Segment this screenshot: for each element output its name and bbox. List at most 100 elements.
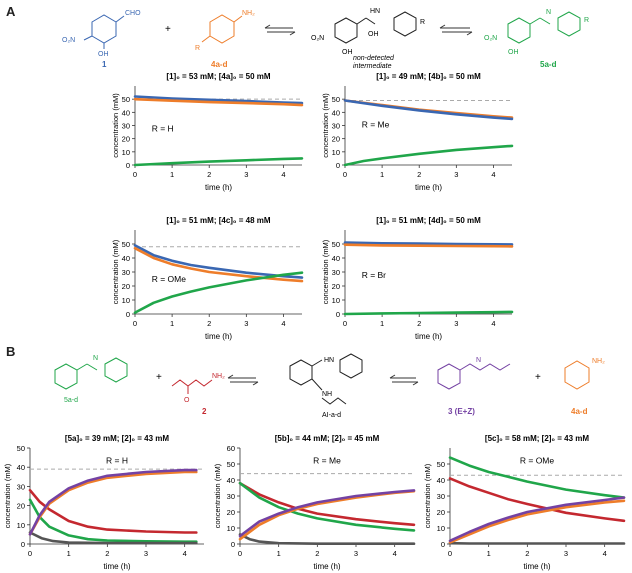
chart-header: [1]₀ = 51 mM; [4c]₀ = 48 mM xyxy=(166,216,270,225)
n-hydrazone-label: N xyxy=(476,357,481,364)
y-tick-label: 20 xyxy=(122,282,130,291)
y-tick-label: 20 xyxy=(332,135,340,144)
y-tick-label: 30 xyxy=(122,122,130,131)
equilibrium-arrow-4 xyxy=(389,374,419,386)
y-tick-label: 50 xyxy=(122,95,130,104)
aldehyde-structure-icon xyxy=(83,14,125,49)
x-tick-label: 2 xyxy=(525,549,529,558)
y-tick-label: 30 xyxy=(122,268,130,277)
x-tick-label: 4 xyxy=(281,319,285,328)
grey-series-line xyxy=(28,531,198,545)
y-tick-label: 40 xyxy=(332,108,340,117)
green-series-line xyxy=(238,481,416,532)
y-axis-label: concentration (mM) xyxy=(321,93,330,158)
ho-imine-label: OH xyxy=(508,49,519,56)
x-tick-label: 4 xyxy=(393,549,397,558)
orange-series-line xyxy=(448,499,626,544)
y-tick-label: 10 xyxy=(332,296,340,305)
x-tick-label: 3 xyxy=(244,170,248,179)
no2-label: O₂N xyxy=(62,37,75,44)
x-tick-label: 2 xyxy=(207,170,211,179)
x-tick-label: 1 xyxy=(170,170,174,179)
x-tick-label: 3 xyxy=(144,549,148,558)
blue-series-line xyxy=(133,95,304,105)
y-tick-label: 20 xyxy=(437,508,445,517)
x-axis-label: time (h) xyxy=(415,183,442,192)
x-axis-label: time (h) xyxy=(205,332,232,341)
green-series-line xyxy=(133,271,304,314)
x-tick-label: 0 xyxy=(28,549,32,558)
nh2-hydrazide-label: NH₂ xyxy=(212,373,225,380)
green-series-line xyxy=(448,456,626,499)
y-axis-label: concentration (mM) xyxy=(111,93,120,158)
x-tick-label: 2 xyxy=(417,170,421,179)
compound-1-label: 1 xyxy=(102,60,107,69)
panel-letter-b: B xyxy=(6,344,16,359)
y-axis-label: concentration (mM) xyxy=(213,463,222,528)
aminal-structure-icon xyxy=(289,353,363,405)
r-intermediate-label: R xyxy=(420,19,425,26)
x-tick-label: 4 xyxy=(491,319,495,328)
chart-annotation: R = Me xyxy=(362,120,390,130)
grey-series-line xyxy=(238,533,416,545)
compound-3-label: 3 (E+Z) xyxy=(448,407,475,416)
y-tick-label: 50 xyxy=(437,460,445,469)
x-tick-label: 4 xyxy=(281,170,285,179)
x-axis-label: time (h) xyxy=(313,562,340,571)
y-tick-label: 40 xyxy=(122,254,130,263)
y-tick-label: 0 xyxy=(441,540,445,549)
purple-series-line xyxy=(238,489,416,538)
y-tick-label: 50 xyxy=(332,95,340,104)
x-tick-label: 0 xyxy=(448,549,452,558)
y-tick-label: 50 xyxy=(227,460,235,469)
chart-a-r-br: [1]₀ = 51 mM; [4d]₀ = 50 mM 0 10 20 30 40 50 0 1… xyxy=(321,216,514,341)
nh2-aniline-b-label: NH₂ xyxy=(592,358,605,365)
orange-series-line xyxy=(133,97,304,107)
x-tick-label: 2 xyxy=(207,319,211,328)
chart-annotation: R = H xyxy=(106,456,128,466)
chart-annotation: R = Br xyxy=(362,270,386,280)
x-tick-label: 2 xyxy=(417,319,421,328)
green-series-line xyxy=(28,498,198,543)
chart-header: [5b]₀ = 44 mM; [2]₀ = 45 mM xyxy=(275,434,380,443)
non-detected-label: non-detected xyxy=(353,55,395,62)
x-tick-label: 1 xyxy=(170,319,174,328)
x-tick-label: 0 xyxy=(133,319,137,328)
y-tick-label: 20 xyxy=(332,282,340,291)
chart-b-r-h: [5a]₀ = 39 mM; [2]₀ = 43 mM 0 10 20 30 40 50 0 1… xyxy=(3,434,204,571)
n-imine-b-label: N xyxy=(93,355,98,362)
purple-series-line xyxy=(28,468,198,536)
y-tick-label: 30 xyxy=(332,268,340,277)
y-tick-label: 0 xyxy=(21,540,25,549)
x-tick-label: 4 xyxy=(491,170,495,179)
equilibrium-arrow-3 xyxy=(227,374,259,386)
nh-aminal-label: NH xyxy=(322,391,332,398)
x-tick-label: 0 xyxy=(343,319,347,328)
chart-b-r-me: [5b]₀ = 44 mM; [2]₀ = 45 mM0102030405060… xyxy=(213,434,416,571)
x-axis-label: time (h) xyxy=(523,562,550,571)
chart-annotation: R = H xyxy=(152,124,174,134)
plus-sign-3: + xyxy=(535,372,541,383)
green-series-line xyxy=(133,157,304,167)
red-series-line xyxy=(238,481,416,527)
green-series-line xyxy=(343,144,514,167)
chart-annotation: R = OMe xyxy=(520,456,555,466)
y-tick-label: 50 xyxy=(332,240,340,249)
y-tick-label: 40 xyxy=(227,476,235,485)
red-series-line xyxy=(28,488,198,534)
y-tick-label: 50 xyxy=(122,240,130,249)
chart-header: [1]₀ = 53 mM; [4a]₀ = 50 mM xyxy=(166,72,270,81)
x-tick-label: 4 xyxy=(183,549,187,558)
x-tick-label: 2 xyxy=(105,549,109,558)
y-tick-label: 0 xyxy=(126,161,130,170)
aniline-structure-icon xyxy=(201,14,243,44)
x-axis-label: time (h) xyxy=(205,183,232,192)
y-tick-label: 30 xyxy=(227,492,235,501)
equilibrium-arrow-2 xyxy=(439,24,473,36)
chart-header: [5a]₀ = 39 mM; [2]₀ = 43 mM xyxy=(65,434,169,443)
x-tick-label: 1 xyxy=(277,549,281,558)
x-tick-label: 3 xyxy=(454,170,458,179)
oh-intermediate-label: OH xyxy=(368,31,379,38)
x-tick-label: 3 xyxy=(454,319,458,328)
r-label: R xyxy=(195,45,200,52)
